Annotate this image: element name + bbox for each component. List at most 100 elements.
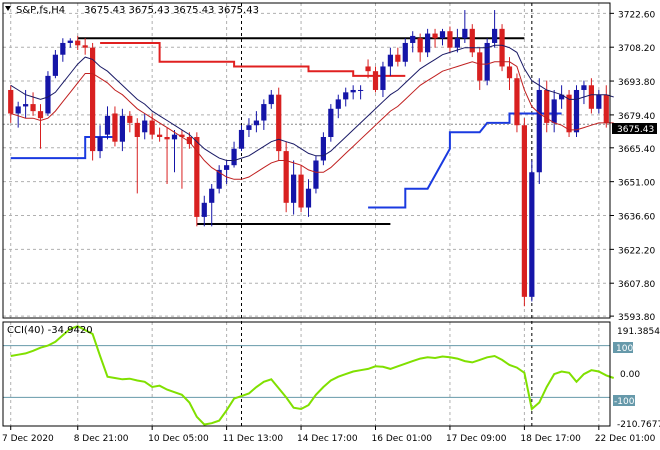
candle-body [45,75,51,114]
candle-body [380,66,386,90]
candle-body [484,42,490,81]
y-tick-label: 3651.00 [618,179,655,189]
x-tick-label: 17 Dec 09:00 [446,434,507,444]
candle-body [179,134,185,137]
candle-body [387,54,393,67]
candle-body [224,165,230,170]
candle-body [201,202,207,217]
candle-body [8,89,14,114]
candle-body [276,94,282,152]
candle-body [343,92,349,100]
candle-body [432,33,438,39]
candle-body [395,54,401,62]
y-tick-label: 3593.80 [618,313,655,323]
candle-body [75,40,81,46]
candles [8,10,609,307]
candle-body [112,113,118,142]
candle-body [253,120,259,126]
y-tick-label: 3722.60 [618,10,655,20]
cci-zero-label: 0.00 [620,370,640,380]
ohlc-label: 3675.43 3675.43 3675.43 3675.43 [84,5,259,16]
candle-body [305,188,312,208]
candle-body [268,94,274,105]
y-tick-label: 3693.80 [618,78,655,88]
cci-100-badge [613,342,633,353]
candle-body [60,42,66,55]
moving-average-line [10,61,614,180]
candle-body [320,136,326,161]
candle-body [603,94,609,123]
candle-body [551,99,557,123]
y-tick-label: 3607.80 [618,280,655,290]
candle-body [469,28,475,53]
y-tick-label: 3679.40 [618,112,655,122]
candle-body [410,35,416,43]
x-tick-label: 22 Dec 01:00 [595,434,656,444]
symbol-label: S&P,fs,H4 [16,5,65,16]
y-tick-label: 3636.60 [618,213,655,223]
candle-body [23,104,29,107]
candle-body [171,134,178,140]
moving-averages [10,44,614,180]
candle-body [90,47,96,152]
dropdown-arrow-icon[interactable] [5,6,11,11]
cci-min-label: -210.7677 [617,420,660,430]
candle-body [425,33,431,53]
candle-body [588,85,594,109]
candle-body [291,174,297,203]
cci-100-label: 100 [616,344,633,354]
candle-body [194,136,200,217]
candle-body [566,94,572,133]
cci-minus100-label: -100 [614,397,635,407]
candle-body [298,174,304,208]
candle-body [261,104,267,121]
candle-body [559,94,565,100]
candle-body [30,104,36,112]
candle-body [127,115,133,123]
current-price-badge [612,123,657,134]
x-tick-label: 8 Dec 21:00 [74,434,129,444]
x-tick-label: 16 Dec 01:00 [372,434,433,444]
x-tick-label: 11 Dec 13:00 [223,434,284,444]
candle-body [536,89,542,173]
candle-body [521,125,527,297]
candle-body [97,136,103,152]
candle-body [231,148,237,166]
candle-body [119,115,125,142]
candle-body [313,160,319,189]
y-tick-label: 3665.40 [618,145,655,155]
candle-body [573,89,580,133]
candle-body [447,31,453,48]
candle-body [283,151,289,203]
candle-body [15,106,21,114]
candle-body [358,89,364,91]
y-tick-label: 3622.20 [618,246,655,256]
candle-body [372,71,379,90]
candle-body [149,120,155,135]
x-tick-label: 7 Dec 2020 [2,434,54,444]
candle-body [246,125,252,130]
candle-body [581,85,587,90]
candle-body [506,66,513,79]
x-tick-label: 10 Dec 05:00 [148,434,209,444]
candle-body [335,99,341,109]
candle-body [52,54,58,76]
cci-panel [3,325,615,426]
cci-minus100-badge [613,395,635,406]
candle-body [417,38,423,53]
candle-body [439,31,446,39]
candle-body [164,136,170,140]
cci-line [10,325,615,426]
cci-label: CCI(40) -34.9420 [7,325,93,336]
candle-body [67,40,73,43]
candle-body [462,28,468,39]
candle-body [365,66,371,72]
cci-max-label: 191.3854 [617,327,660,337]
candle-body [142,120,148,133]
candle-body [37,111,44,119]
current-price-label: 3675.43 [617,125,654,135]
candle-body [209,188,215,203]
candle-body [529,172,535,297]
price-frame [2,2,611,319]
